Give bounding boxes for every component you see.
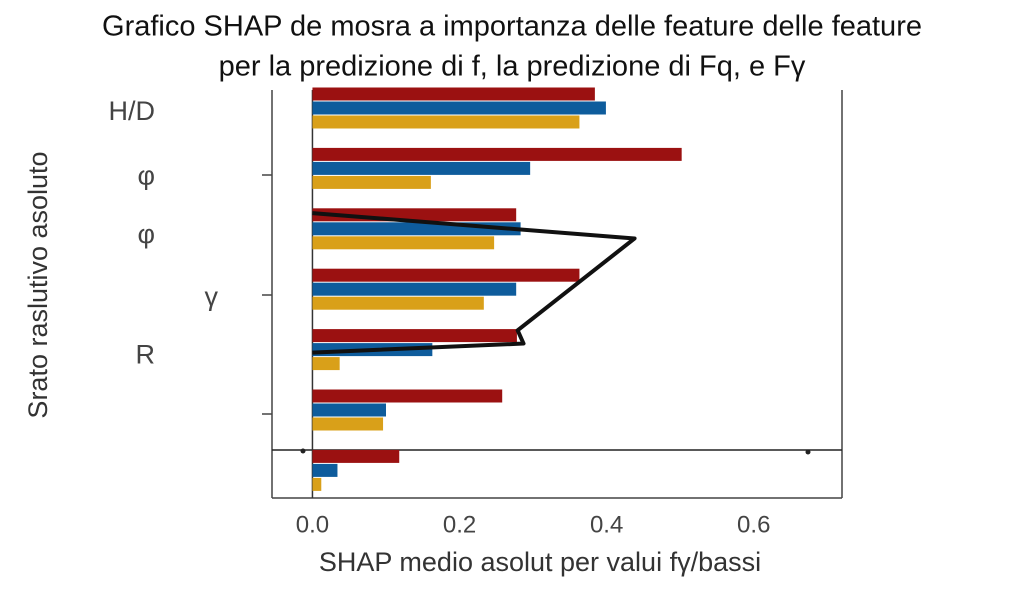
x-tick-label: 0.6: [737, 511, 770, 538]
bar: [312, 329, 517, 343]
bar: [312, 161, 531, 175]
chart-title: per la predizione di f, la predizione di…: [219, 51, 806, 83]
bar: [312, 477, 322, 491]
bar: [312, 296, 484, 310]
bar: [312, 268, 580, 282]
x-tick-label: 0.2: [443, 511, 476, 538]
y-tick-label: H/D: [109, 96, 156, 126]
dot: [300, 448, 306, 454]
overlay-line: [312, 211, 637, 355]
bar: [312, 463, 338, 477]
x-tick-label: 0.0: [296, 511, 329, 538]
bar: [312, 101, 606, 115]
y-tick-label: R: [136, 340, 156, 370]
bar: [312, 147, 682, 161]
y-tick-label: γ: [205, 281, 219, 311]
bar: [312, 417, 384, 431]
y-tick-label: φ: [137, 219, 155, 249]
chart-title: Grafico SHAP de mosra a importanza delle…: [102, 11, 922, 43]
bar: [312, 115, 580, 129]
x-tick-label: 0.4: [590, 511, 623, 538]
y-tick-label: φ: [137, 161, 155, 191]
bar: [312, 87, 595, 101]
bar: [312, 449, 400, 463]
bar: [312, 403, 386, 417]
bar: [312, 236, 495, 250]
bar: [312, 357, 340, 371]
x-axis-title: SHAP medio asolut per valui fγ/bassi: [319, 547, 761, 577]
dot: [805, 449, 811, 455]
bar: [312, 175, 431, 189]
bar: [312, 389, 503, 403]
bar: [312, 282, 517, 296]
y-axis-title: Srato raslutivo asoluto: [23, 151, 53, 418]
